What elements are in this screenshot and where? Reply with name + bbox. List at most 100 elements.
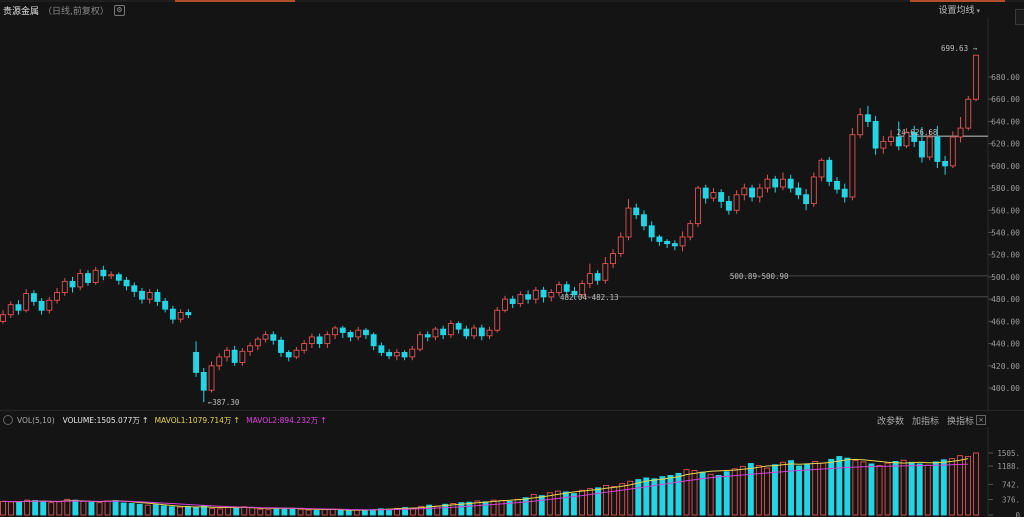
- volume-bar-down: [112, 500, 119, 516]
- volume-bar-down: [796, 465, 803, 516]
- volume-bar-down: [836, 456, 843, 516]
- candle-up: [46, 299, 53, 311]
- caret-down-icon: ▾: [976, 7, 980, 15]
- candle-up: [409, 348, 416, 358]
- volume-bar-up: [474, 500, 481, 516]
- volume-bar-up: [176, 506, 183, 516]
- price-annotation: 482.04-482.13: [560, 293, 619, 302]
- candlestick-chart[interactable]: 400.00 420.00 440.00 460.00 480.00 500.00 520.…: [0, 0, 1024, 410]
- candle-up: [247, 345, 254, 352]
- candle-up: [92, 269, 99, 283]
- candle-down: [463, 328, 470, 337]
- volume-bar-up: [418, 505, 425, 516]
- candle-down: [38, 300, 45, 311]
- candle-up: [77, 273, 84, 288]
- candle-down: [30, 293, 37, 302]
- volume-bar-up: [297, 508, 304, 516]
- price-annotations: 699.63 → ←387.30 500.89-500.90 482.04-482.1…: [208, 44, 978, 407]
- volume-bar-up: [876, 465, 883, 516]
- volume-chart[interactable]: 1505. 1188. 742. 376. 0: [0, 427, 1024, 517]
- volume-bar-up: [104, 500, 111, 516]
- chart-period-label: （日线,前复权）: [43, 6, 109, 17]
- stock-title[interactable]: 贵源金属: [3, 6, 40, 17]
- candle-down: [278, 339, 284, 353]
- candle-down: [370, 334, 377, 347]
- volume-bar-down: [506, 500, 513, 516]
- candle-down: [671, 243, 678, 247]
- volume-bar-down: [16, 501, 23, 516]
- candle-up: [486, 329, 493, 337]
- volume-label: VOLUME:: [62, 415, 97, 425]
- change-indicator-button[interactable]: 换指标: [946, 416, 974, 427]
- y-tick-label: 400.00: [991, 384, 1020, 393]
- panel-divider: [0, 410, 1024, 411]
- candle-down: [386, 352, 393, 357]
- candle-down: [795, 187, 802, 196]
- mavol1-up-arrow-icon: ↑: [233, 415, 241, 425]
- volume-bar-down: [522, 497, 529, 516]
- volume-bar-up: [965, 456, 971, 516]
- volume-bar-up: [579, 489, 585, 516]
- volume-bar-down: [289, 507, 296, 516]
- candle-up: [417, 334, 423, 350]
- candle-down: [911, 132, 918, 142]
- candle-up: [733, 194, 740, 211]
- volume-bar-up: [321, 509, 328, 516]
- y-tick-label: 620.00: [991, 140, 1020, 149]
- volume-bar-up: [24, 499, 31, 516]
- y-tick-label: 580.00: [991, 184, 1020, 193]
- mavol1-line: [2, 458, 969, 511]
- candle-up: [239, 350, 246, 363]
- candle-up: [61, 280, 68, 293]
- volume-value: 1505.077万: [96, 415, 140, 425]
- ma-settings-button[interactable]: 设置均线 ▾: [938, 3, 980, 16]
- volume-bars: [0, 452, 979, 516]
- volume-bar-down: [458, 502, 465, 516]
- volume-bar-up: [948, 458, 955, 516]
- candle-up: [818, 159, 825, 178]
- y-tick-label: 460.00: [991, 317, 1020, 326]
- volume-bar-down: [932, 461, 939, 516]
- volume-bar-up: [241, 506, 248, 516]
- candle-down: [185, 312, 192, 316]
- volume-bar-up: [8, 501, 14, 516]
- volume-bar-up: [217, 508, 224, 516]
- settings-icon[interactable]: ⚙: [113, 4, 125, 16]
- candle-up: [54, 292, 61, 301]
- candle-up: [556, 284, 562, 293]
- side-tab[interactable]: [1015, 9, 1024, 25]
- volume-settings-icon[interactable]: [3, 415, 13, 425]
- candle-up: [23, 293, 30, 311]
- candle-up: [208, 365, 215, 391]
- mavol2-value: 894.232万: [279, 415, 319, 425]
- volume-bar-up: [603, 484, 610, 516]
- volume-tools: 改参数 加指标 换指标: [877, 413, 974, 427]
- volume-bar-up: [265, 509, 272, 516]
- volume-bar-up: [209, 507, 216, 516]
- volume-bar-down: [659, 476, 666, 516]
- candle-up: [741, 187, 748, 196]
- volume-indicator-label: VOL(5,10): [17, 415, 55, 425]
- candle-down: [803, 194, 810, 205]
- candle-down: [69, 280, 76, 288]
- edit-params-button[interactable]: 改参数: [876, 416, 904, 427]
- volume-bar-down: [595, 487, 602, 516]
- volume-bar-up: [144, 504, 151, 516]
- candle-down: [656, 236, 663, 242]
- volume-bar-up: [619, 483, 626, 516]
- add-indicator-button[interactable]: 加指标: [911, 416, 939, 427]
- volume-bar-down: [377, 508, 384, 516]
- candle-up: [764, 178, 771, 189]
- mavol2-line: [2, 463, 969, 511]
- top-accent-segment: [910, 0, 1005, 2]
- candle-up: [857, 114, 864, 136]
- candle-down: [749, 187, 756, 198]
- close-icon[interactable]: ×: [976, 415, 986, 425]
- volume-bar-up: [956, 455, 963, 516]
- volume-tick-label: 742.: [1002, 480, 1020, 489]
- candle-down: [424, 334, 431, 338]
- candle-down: [401, 352, 408, 358]
- volume-bar-up: [48, 502, 55, 516]
- volume-bar-up: [924, 464, 931, 516]
- y-tick-label: 520.00: [991, 251, 1020, 260]
